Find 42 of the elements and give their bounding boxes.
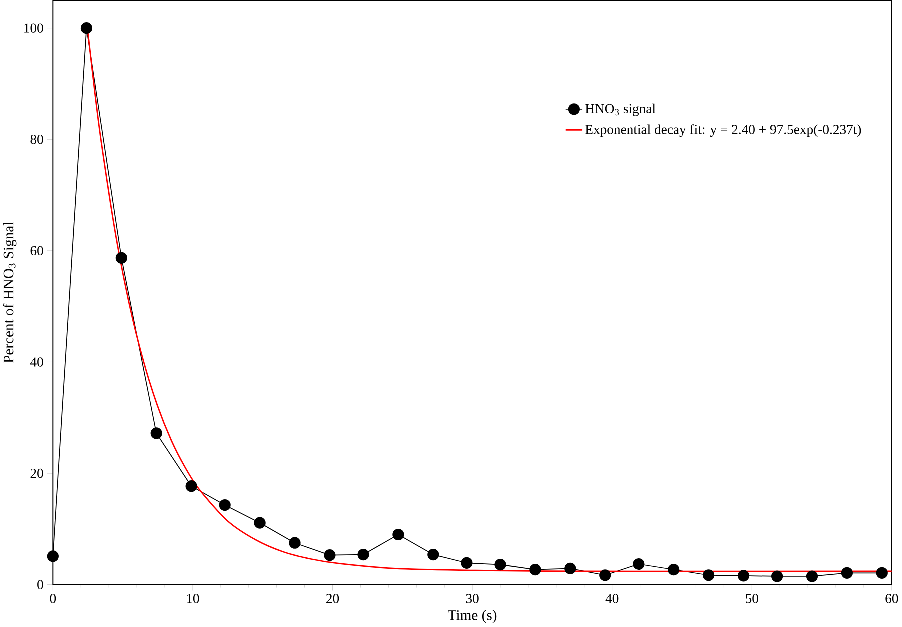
point bbox=[254, 517, 266, 530]
x-tick-label: 60 bbox=[886, 594, 898, 604]
y-tick-label: 60 bbox=[30, 246, 44, 256]
legend-label: HNO$_{3}$ signal bbox=[586, 104, 656, 117]
point bbox=[428, 549, 440, 561]
point bbox=[738, 570, 750, 582]
point bbox=[530, 564, 542, 576]
x-tick-label: 10 bbox=[187, 594, 200, 604]
y-axis-title: Percent of HNO$_{3}$ Signal bbox=[3, 222, 17, 364]
point bbox=[806, 570, 818, 583]
point bbox=[80, 22, 93, 34]
y-tick-label: 100 bbox=[24, 24, 44, 34]
point bbox=[564, 563, 576, 575]
point bbox=[494, 559, 506, 571]
point bbox=[668, 564, 680, 576]
point bbox=[150, 428, 162, 440]
y-tick-label: 40 bbox=[30, 358, 44, 368]
point bbox=[600, 570, 612, 582]
point bbox=[876, 568, 888, 580]
x-tick-label: 50 bbox=[746, 594, 758, 604]
x-tick-label: 30 bbox=[466, 594, 479, 604]
x-tick-label: 40 bbox=[606, 594, 619, 604]
point bbox=[841, 568, 854, 580]
point bbox=[772, 570, 784, 583]
point bbox=[186, 480, 198, 492]
x-tick-label: 20 bbox=[326, 594, 340, 604]
x-tick-label: 0 bbox=[50, 594, 56, 604]
legend-label: Exponential decay fit: y = 2.40 + 97.5exp(-0.237t) bbox=[586, 124, 862, 138]
point bbox=[358, 549, 370, 561]
point bbox=[324, 550, 336, 562]
y-tick-label: 20 bbox=[30, 469, 44, 478]
y-tick-label: 0 bbox=[38, 580, 44, 590]
point bbox=[703, 570, 715, 582]
point bbox=[47, 550, 59, 562]
point bbox=[633, 558, 645, 570]
x-axis-title: Time (s) bbox=[448, 610, 497, 624]
point bbox=[289, 538, 301, 550]
y-tick-label: 80 bbox=[30, 135, 44, 144]
point bbox=[116, 252, 128, 264]
point bbox=[392, 529, 404, 541]
point bbox=[461, 558, 473, 570]
point bbox=[219, 500, 231, 512]
